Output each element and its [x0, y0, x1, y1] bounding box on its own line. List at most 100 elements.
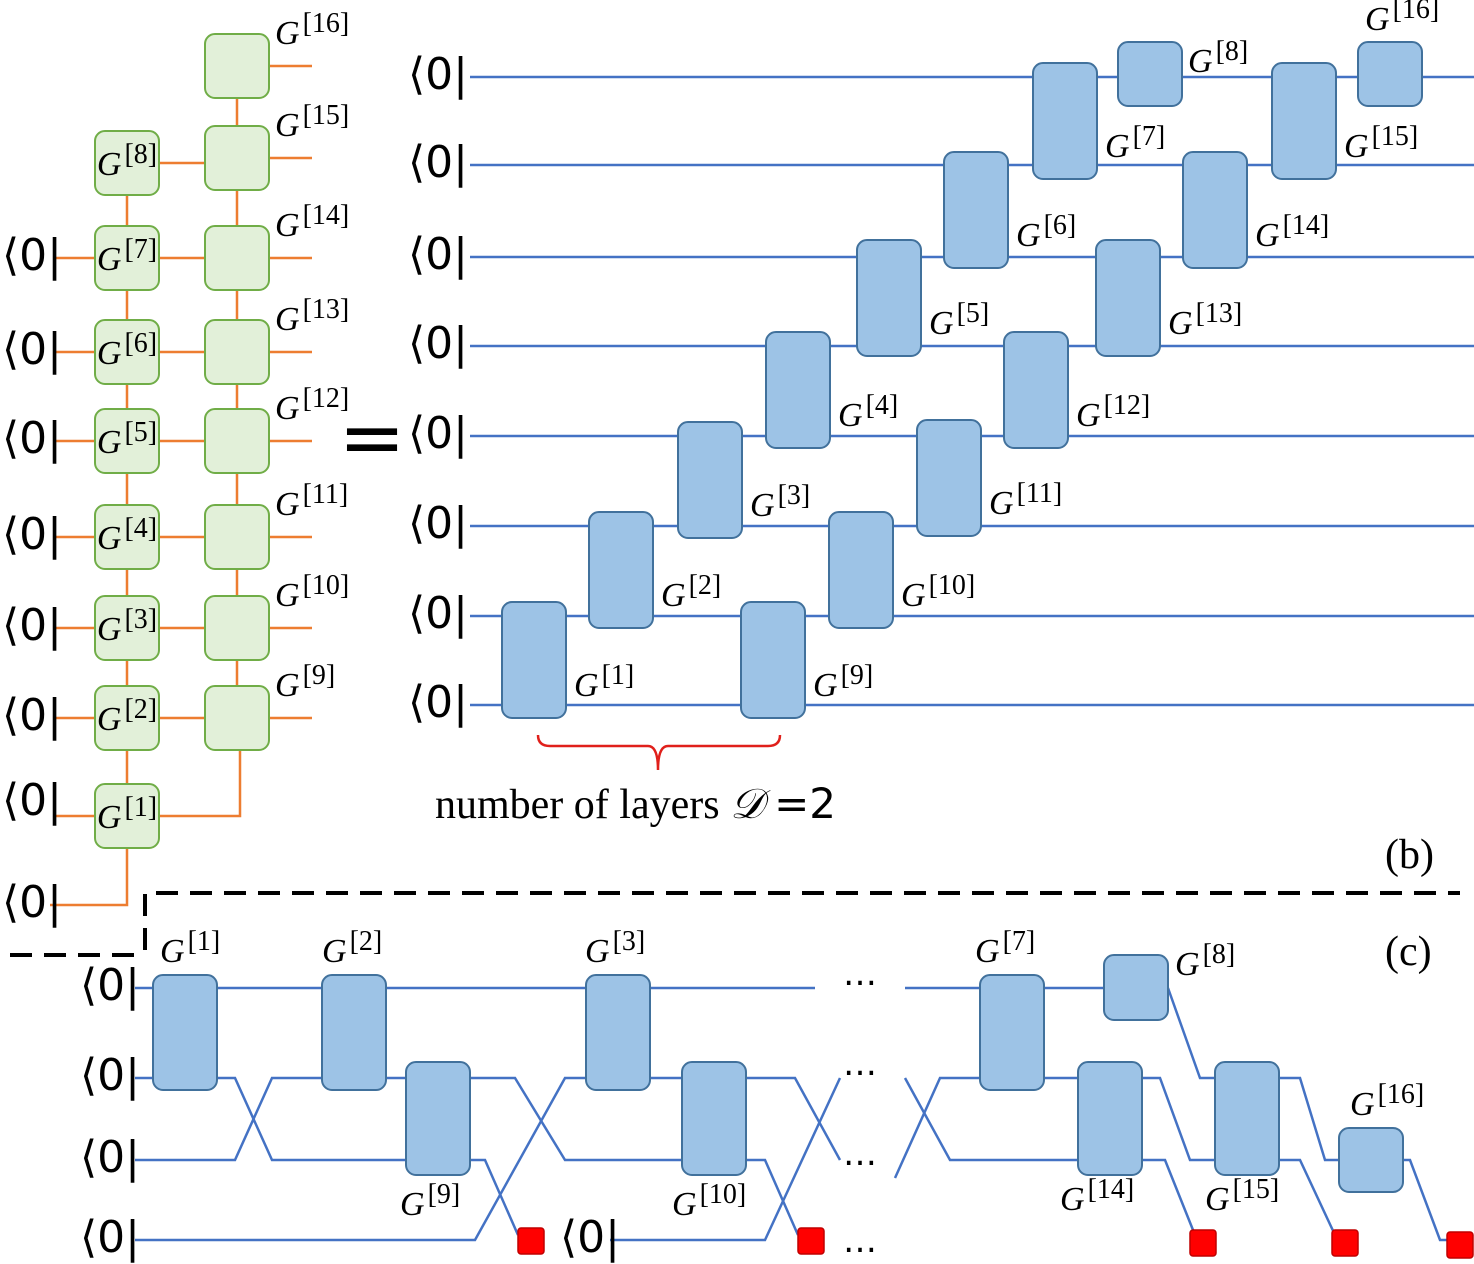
- gate: [828, 511, 894, 629]
- ellipsis: …: [843, 1134, 877, 1174]
- gate: [979, 974, 1045, 1091]
- gate-symbol: G: [97, 241, 122, 278]
- gate: [204, 685, 270, 751]
- gate-label: G [11]: [989, 478, 1062, 522]
- gate-label: G [7]: [975, 926, 1035, 970]
- gate: [1077, 1061, 1143, 1176]
- gate: [204, 319, 270, 385]
- gate-label: G [4]: [838, 390, 898, 434]
- caption: number of layers 𝒟 =2: [435, 779, 836, 828]
- gate-index: [11]: [303, 479, 349, 510]
- bra: ⟨0|: [2, 775, 62, 826]
- gate: [204, 408, 270, 474]
- bra: ⟨0|: [560, 1212, 620, 1263]
- gate-symbol: G: [813, 667, 838, 704]
- gate-symbol: G: [275, 486, 300, 523]
- gate: [94, 685, 160, 751]
- wire: [903, 1077, 1197, 1236]
- measurement: [1446, 1231, 1474, 1259]
- gate-symbol: G: [1016, 217, 1041, 254]
- gate-label: G [15]: [1344, 121, 1418, 165]
- gate-label: G [8]: [1175, 939, 1235, 983]
- gate-index: [3]: [613, 926, 646, 957]
- gate-symbol: G: [97, 146, 122, 183]
- gate: [204, 225, 270, 291]
- gate-index: [14]: [303, 200, 350, 231]
- measurement: [1189, 1229, 1217, 1257]
- gate: [94, 408, 160, 474]
- gate: [1182, 151, 1248, 269]
- gate-label: G [12]: [1076, 390, 1150, 434]
- gate-index: [16]: [1378, 1079, 1425, 1110]
- bra: ⟨0|: [2, 877, 62, 928]
- wire: [160, 750, 242, 818]
- gate-index: [4]: [866, 390, 899, 421]
- gate-label: G [2]: [322, 926, 382, 970]
- gate-symbol: G: [574, 667, 599, 704]
- gate-index: [12]: [303, 383, 350, 414]
- gate: [204, 504, 270, 570]
- gate-label: G [10]: [672, 1179, 746, 1223]
- gate: [1214, 1061, 1280, 1176]
- gate-symbol: G: [1205, 1181, 1230, 1218]
- gate-label: G [7]: [1105, 121, 1165, 165]
- gate-index: [7]: [124, 234, 157, 265]
- gate: [585, 974, 651, 1091]
- gate-index: [5]: [124, 417, 157, 448]
- gate-label: G [11]: [275, 479, 348, 523]
- gate-symbol: G: [97, 424, 122, 461]
- caption-text: number of layers: [435, 782, 720, 828]
- gate-label: G [8]: [97, 139, 157, 183]
- wire: [135, 1076, 800, 1236]
- gate-symbol: G: [322, 933, 347, 970]
- gate-symbol: G: [97, 701, 122, 738]
- measurement: [517, 1227, 545, 1255]
- gate-index: [16]: [1393, 0, 1440, 25]
- gate: [1103, 954, 1169, 1021]
- gate-symbol: G: [275, 107, 300, 144]
- gate-index: [10]: [929, 570, 976, 601]
- gate-index: [7]: [1133, 121, 1166, 152]
- wire: [610, 1077, 842, 1242]
- gate: [94, 225, 160, 291]
- gate: [501, 601, 567, 719]
- gate-symbol: G: [97, 335, 122, 372]
- gate-label: G [9]: [400, 1179, 460, 1223]
- gate-index: [14]: [1283, 210, 1330, 241]
- gate-index: [1]: [124, 792, 157, 823]
- gate-label: G [12]: [275, 383, 349, 427]
- gate: [916, 419, 982, 537]
- gate-index: [15]: [1372, 121, 1419, 152]
- gate-index: [2]: [689, 570, 722, 601]
- bra: ⟨0|: [80, 960, 140, 1011]
- measurement: [1331, 1229, 1359, 1257]
- gate-label: G [14]: [275, 200, 349, 244]
- gate-index: [10]: [700, 1179, 747, 1210]
- gate: [1117, 41, 1183, 107]
- gate-symbol: G: [1105, 128, 1130, 165]
- gate: [856, 239, 922, 357]
- gate: [740, 601, 806, 719]
- wire: [893, 1076, 1337, 1236]
- gate-index: [15]: [303, 100, 350, 131]
- gate-symbol: G: [97, 799, 122, 836]
- bra: ⟨0|: [80, 1132, 140, 1183]
- bra: ⟨0|: [80, 1050, 140, 1101]
- ellipsis: …: [843, 1221, 877, 1261]
- gate-label: G [9]: [275, 660, 335, 704]
- gate-index: [8]: [124, 139, 157, 170]
- caption-value: =2: [774, 779, 836, 828]
- gate: [204, 33, 270, 99]
- panel-label: (c): [1385, 929, 1432, 975]
- ellipsis: …: [843, 1044, 877, 1084]
- gate-index: [11]: [1017, 478, 1063, 509]
- gate-label: G [6]: [1016, 210, 1076, 254]
- gate: [94, 783, 160, 849]
- gate-symbol: G: [97, 520, 122, 557]
- gate: [1357, 41, 1423, 107]
- gate-index: [6]: [124, 328, 157, 359]
- gate-index: [9]: [428, 1179, 461, 1210]
- gate: [405, 1061, 471, 1176]
- gate-label: G [15]: [275, 100, 349, 144]
